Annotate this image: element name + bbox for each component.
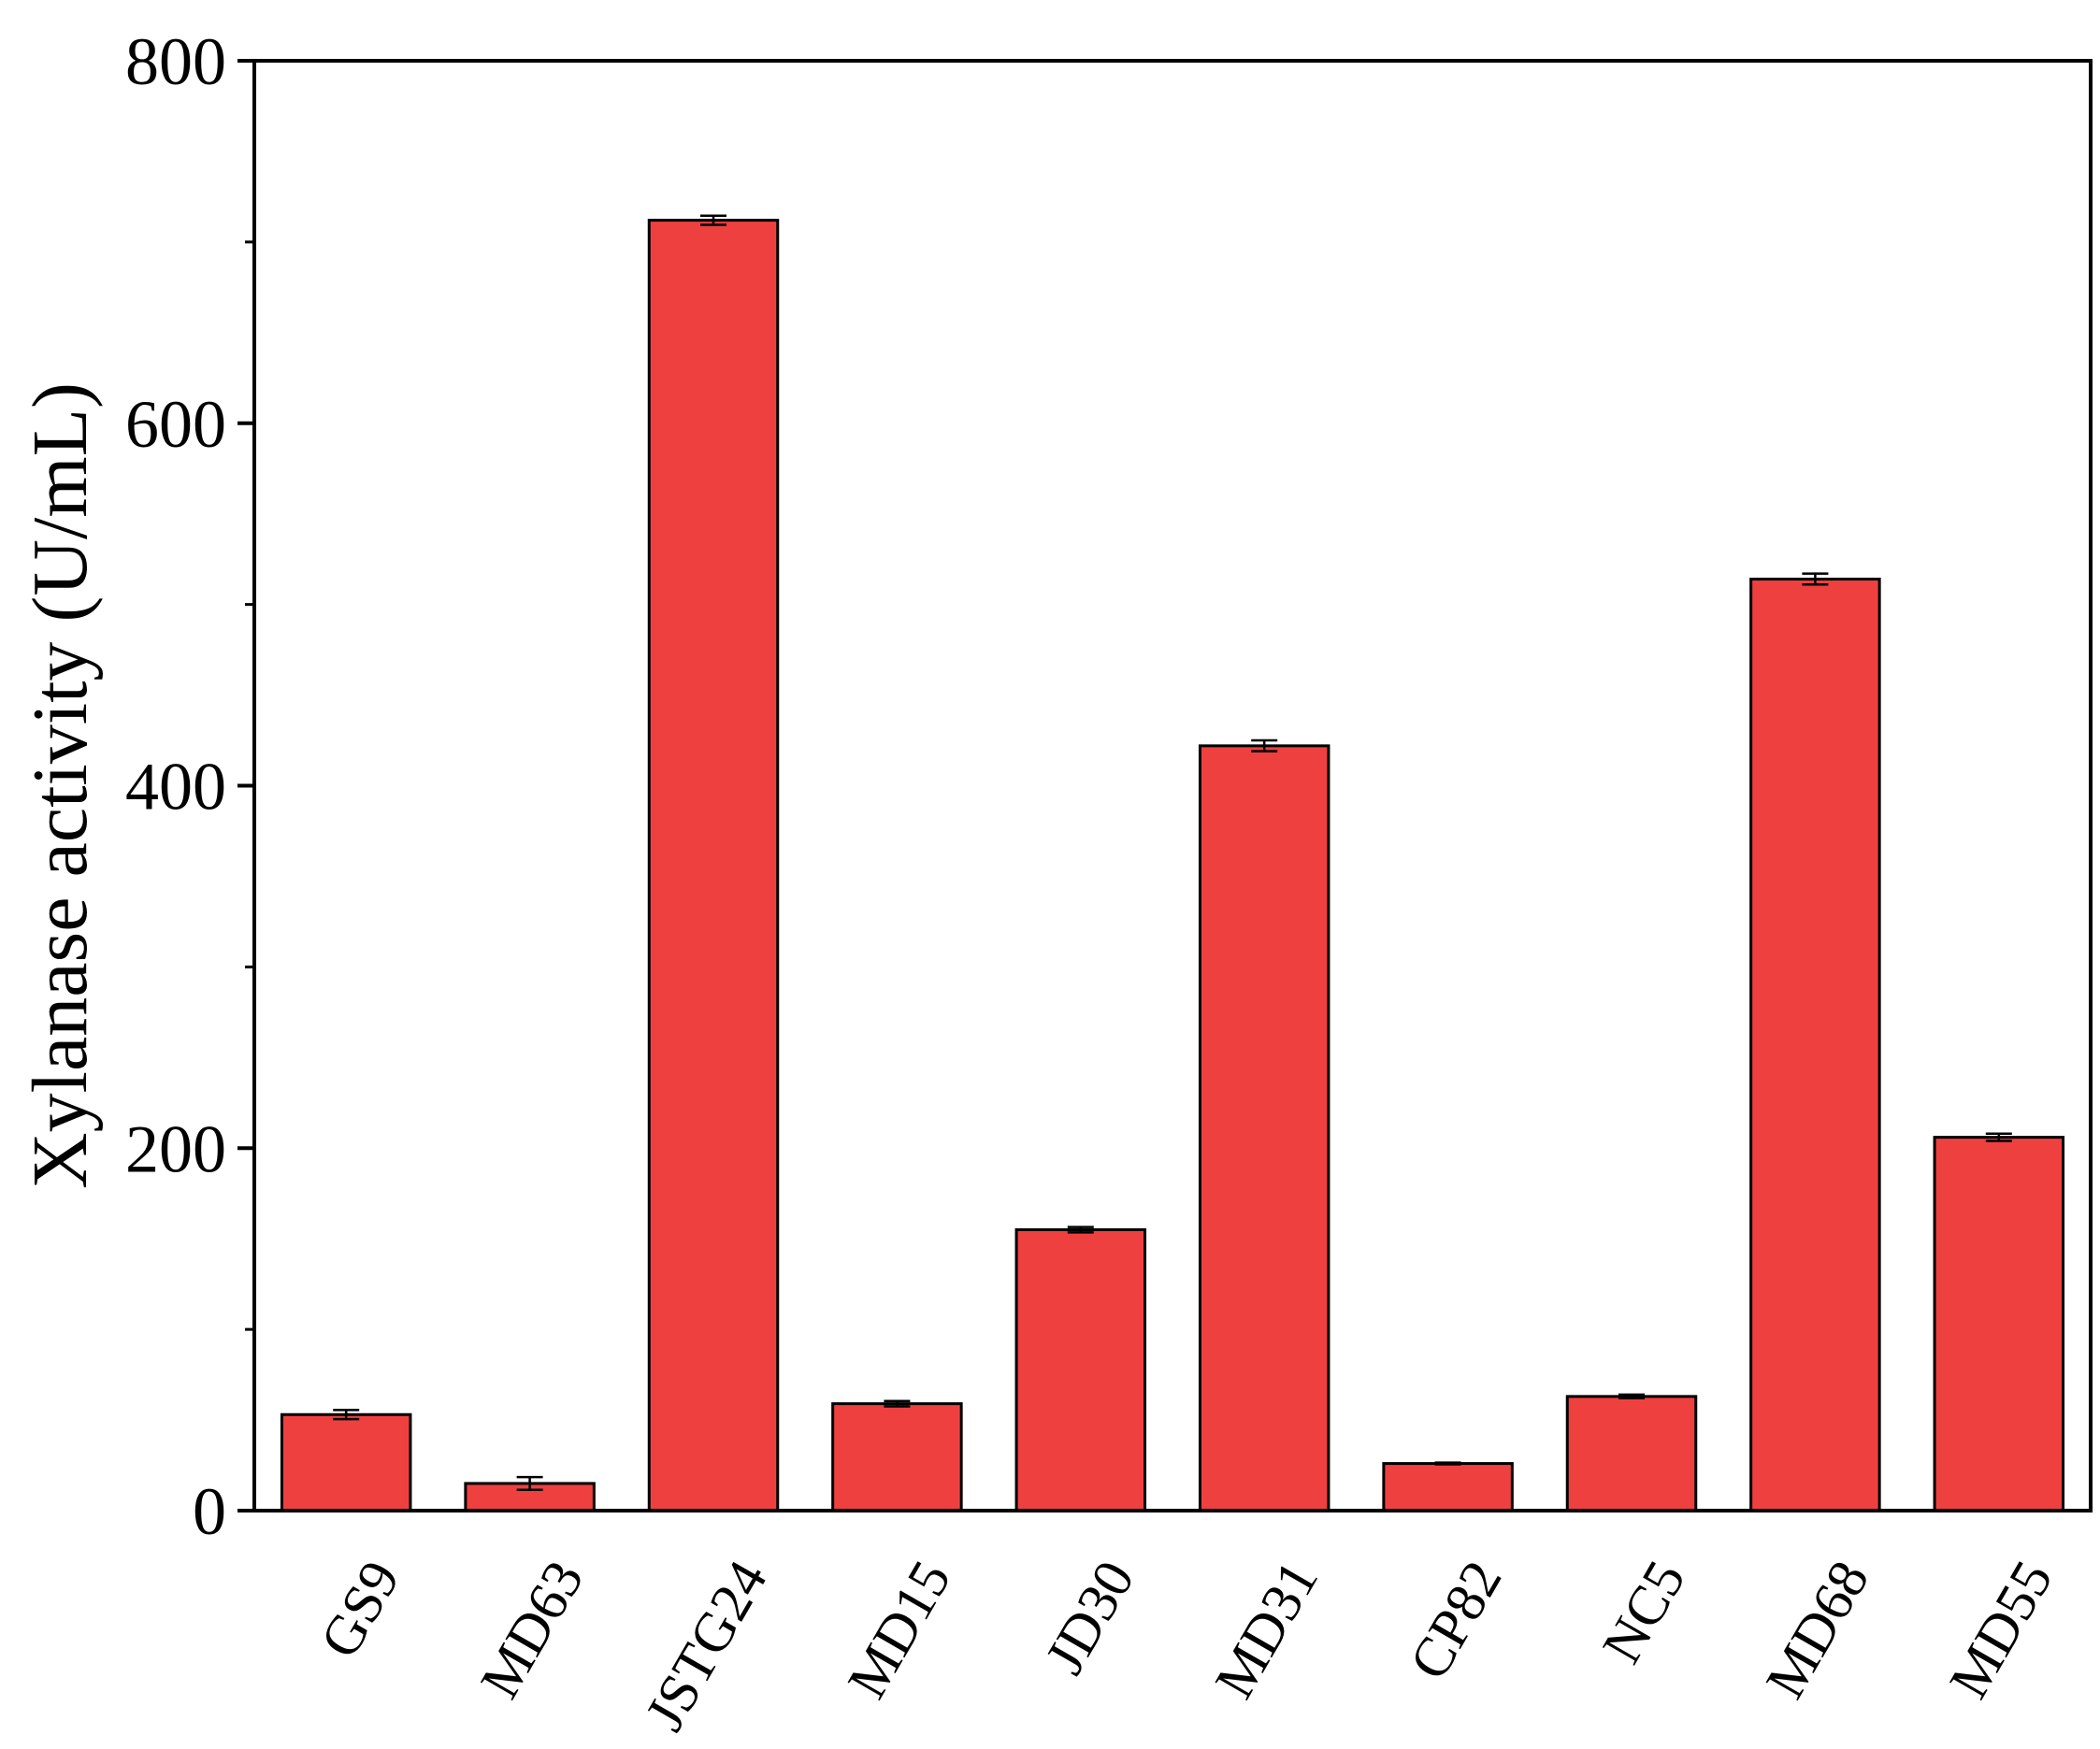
bar-jstg24 bbox=[647, 219, 780, 1512]
error-bar-md68 bbox=[1802, 572, 1829, 586]
error-bars-layer bbox=[333, 214, 2012, 1491]
y-axis-title: Xylanase activity (U/mL) bbox=[17, 382, 104, 1189]
x-tick-label: JSTG24 bbox=[633, 1551, 779, 1741]
error-bar-nc5 bbox=[1618, 1393, 1645, 1400]
error-bar-jd30 bbox=[1067, 1226, 1094, 1234]
y-tick-label: 200 bbox=[125, 1111, 226, 1186]
bar-gs9 bbox=[280, 1412, 412, 1512]
x-tick-label: MD15 bbox=[836, 1551, 963, 1709]
error-bar-jstg24 bbox=[700, 214, 726, 226]
error-bar-gs9 bbox=[333, 1409, 360, 1421]
x-tick-label: CP82 bbox=[1398, 1551, 1514, 1690]
y-tick-label: 400 bbox=[125, 750, 226, 824]
x-tick-label: NC5 bbox=[1590, 1551, 1697, 1673]
error-bar-md55 bbox=[1985, 1132, 2012, 1142]
bar-md55 bbox=[1933, 1136, 2065, 1512]
bar-jd30 bbox=[1014, 1227, 1147, 1512]
error-bar-md15 bbox=[884, 1399, 911, 1408]
bars-layer bbox=[280, 219, 2065, 1512]
bar-nc5 bbox=[1565, 1395, 1698, 1512]
x-tick-label: GS9 bbox=[309, 1551, 412, 1668]
error-bar-md31 bbox=[1251, 738, 1278, 753]
x-tick-label: MD63 bbox=[468, 1551, 596, 1709]
y-tick-label: 800 bbox=[125, 24, 226, 99]
error-bar-md63 bbox=[516, 1475, 543, 1491]
y-tick-label: 600 bbox=[125, 387, 226, 462]
x-tick-label: MD31 bbox=[1203, 1551, 1330, 1709]
x-tick-label: JD30 bbox=[1033, 1551, 1146, 1684]
error-bar-cp82 bbox=[1434, 1461, 1461, 1466]
bar-md31 bbox=[1198, 744, 1330, 1512]
y-axis-ticks: 0 200 400 600 800 bbox=[125, 24, 254, 1549]
bar-cp82 bbox=[1382, 1462, 1514, 1512]
x-tick-label: MD68 bbox=[1754, 1551, 1881, 1709]
x-axis-labels: GS9 MD63 JSTG24 MD15 JD30 MD31 CP82 NC5 MD68 MD55 bbox=[309, 1551, 2064, 1741]
bar-md68 bbox=[1749, 577, 1881, 1512]
bar-md15 bbox=[831, 1402, 963, 1512]
x-tick-label: MD55 bbox=[1937, 1551, 2064, 1709]
y-tick-label: 0 bbox=[193, 1474, 226, 1549]
